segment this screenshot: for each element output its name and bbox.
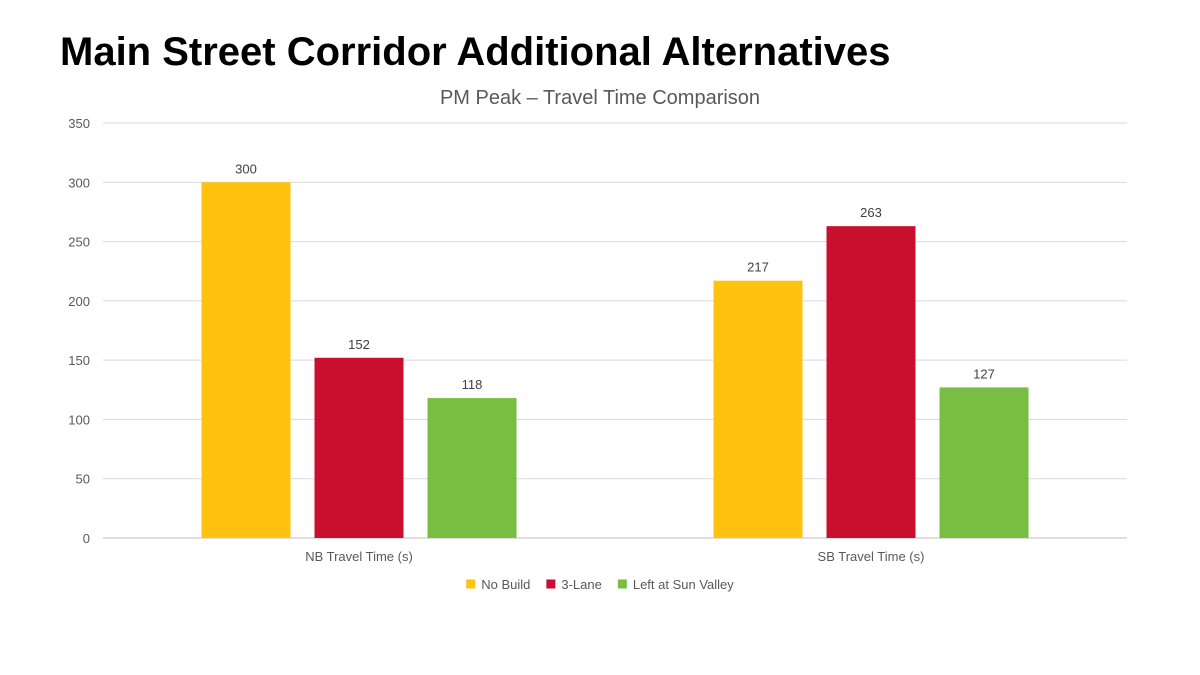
data-label: 152 <box>348 337 370 352</box>
legend-label: 3-Lane <box>561 577 601 592</box>
bar <box>427 398 517 538</box>
bars <box>201 182 1029 539</box>
legend: No Build 3-Lane Left at Sun Valley <box>466 577 734 592</box>
bar <box>314 357 404 538</box>
legend-swatch <box>546 579 556 589</box>
legend-swatch <box>617 579 627 589</box>
y-tick-label: 0 <box>83 531 90 546</box>
y-axis-ticks: 0 50 100 150 200 250 300 350 <box>68 116 90 546</box>
bar <box>939 387 1029 538</box>
data-label: 118 <box>462 377 483 392</box>
slide-title: Main Street Corridor Additional Alternat… <box>60 30 891 74</box>
legend-label: Left at Sun Valley <box>633 577 734 592</box>
y-tick-label: 150 <box>68 353 90 368</box>
legend-swatch <box>466 579 476 589</box>
bar <box>826 226 916 538</box>
data-label: 127 <box>973 366 995 381</box>
y-tick-label: 350 <box>68 116 90 131</box>
y-tick-label: 250 <box>68 235 90 250</box>
bar <box>201 182 291 539</box>
data-label: 217 <box>747 260 769 275</box>
data-labels: 300 152 118 217 263 127 <box>235 161 995 392</box>
chart-title: PM Peak – Travel Time Comparison <box>440 87 760 109</box>
bar <box>713 280 803 538</box>
data-label: 300 <box>235 161 257 176</box>
legend-label: No Build <box>481 577 530 592</box>
category-label: SB Travel Time (s) <box>818 549 925 564</box>
data-label: 263 <box>860 205 882 220</box>
y-tick-label: 200 <box>68 294 90 309</box>
y-tick-label: 100 <box>68 412 90 427</box>
y-tick-label: 300 <box>68 175 90 190</box>
category-label: NB Travel Time (s) <box>305 549 413 564</box>
category-labels: NB Travel Time (s) SB Travel Time (s) <box>305 549 924 564</box>
y-tick-label: 50 <box>76 472 90 487</box>
